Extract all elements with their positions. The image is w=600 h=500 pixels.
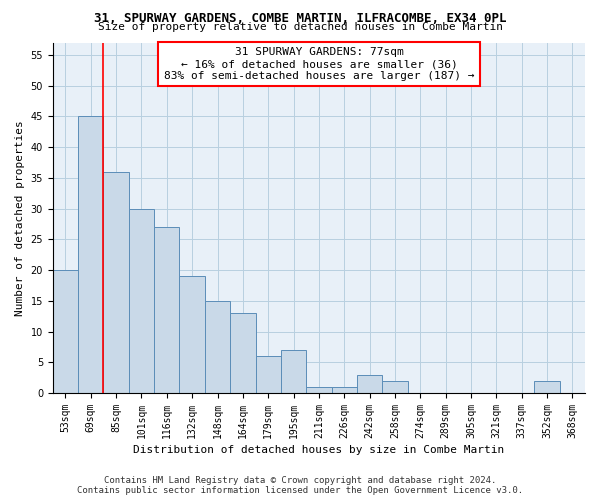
X-axis label: Distribution of detached houses by size in Combe Martin: Distribution of detached houses by size …: [133, 445, 505, 455]
Bar: [205, 301, 230, 393]
Bar: [179, 276, 205, 393]
Text: 31, SPURWAY GARDENS, COMBE MARTIN, ILFRACOMBE, EX34 0PL: 31, SPURWAY GARDENS, COMBE MARTIN, ILFRA…: [94, 12, 506, 26]
Bar: [256, 356, 281, 393]
Bar: [103, 172, 129, 393]
Bar: [129, 208, 154, 393]
Bar: [154, 227, 179, 393]
Bar: [357, 374, 382, 393]
Bar: [332, 387, 357, 393]
Y-axis label: Number of detached properties: Number of detached properties: [15, 120, 25, 316]
Text: Size of property relative to detached houses in Combe Martin: Size of property relative to detached ho…: [97, 22, 503, 32]
Bar: [78, 116, 103, 393]
Bar: [382, 381, 407, 393]
Text: Contains HM Land Registry data © Crown copyright and database right 2024.
Contai: Contains HM Land Registry data © Crown c…: [77, 476, 523, 495]
Bar: [281, 350, 306, 393]
Bar: [306, 387, 332, 393]
Bar: [53, 270, 78, 393]
Bar: [535, 381, 560, 393]
Bar: [230, 313, 256, 393]
Text: 31 SPURWAY GARDENS: 77sqm
← 16% of detached houses are smaller (36)
83% of semi-: 31 SPURWAY GARDENS: 77sqm ← 16% of detac…: [164, 48, 474, 80]
